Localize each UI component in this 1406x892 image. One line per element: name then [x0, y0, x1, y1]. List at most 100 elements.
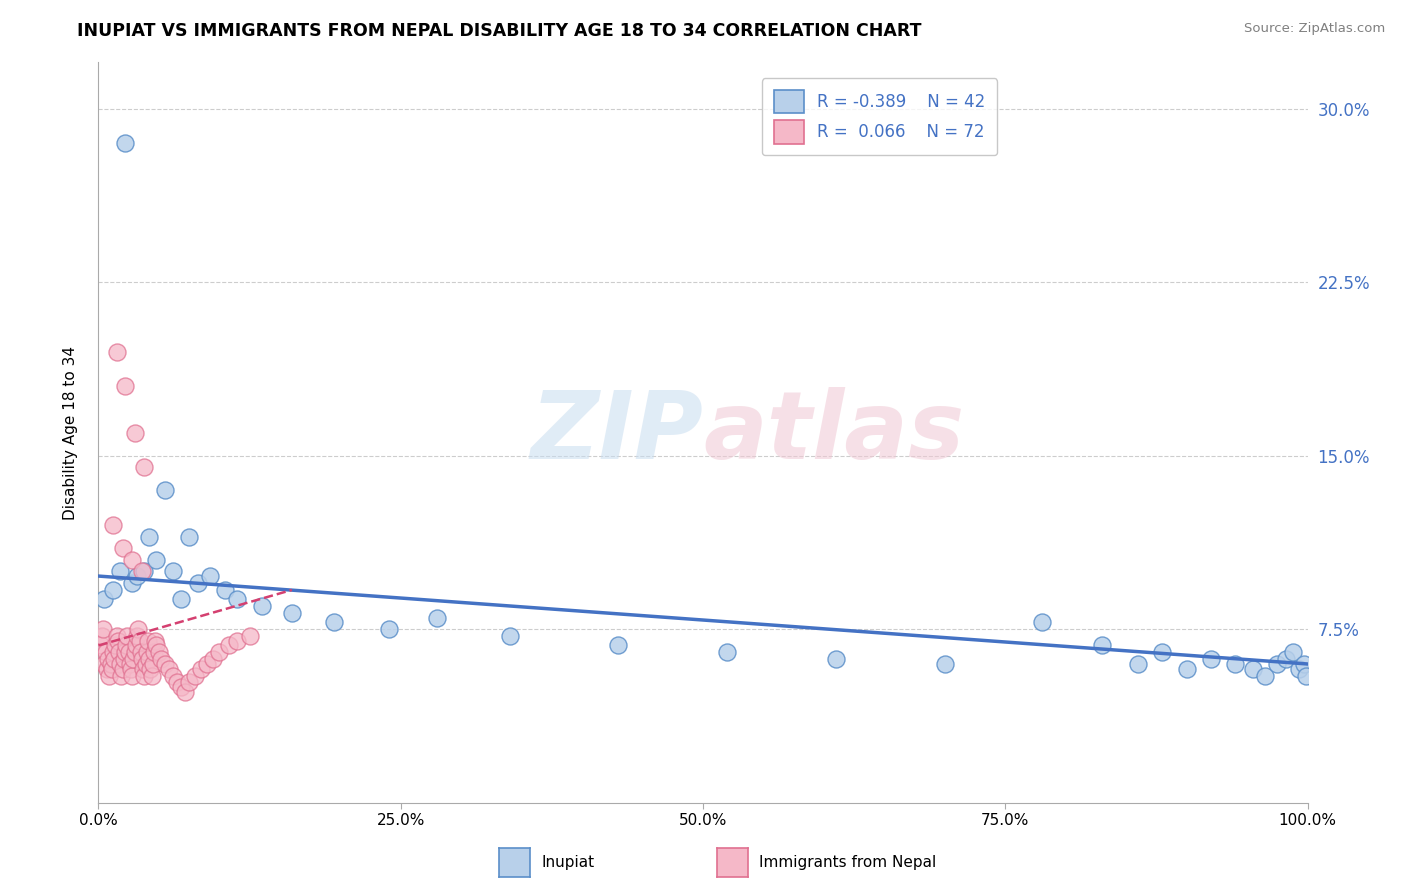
- Point: [169, 680, 191, 694]
- Point: [226, 633, 249, 648]
- Point: [141, 668, 163, 682]
- Text: Immigrants from Nepal: Immigrants from Nepal: [759, 855, 936, 870]
- Point: [190, 662, 212, 676]
- Point: [150, 652, 173, 666]
- Point: [139, 662, 162, 676]
- Point: [1152, 645, 1174, 659]
- Point: [1091, 639, 1114, 653]
- Point: [138, 652, 160, 666]
- Text: Inupiat: Inupiat: [541, 855, 595, 870]
- Point: [138, 530, 160, 544]
- Point: [934, 657, 956, 671]
- Point: [1031, 615, 1053, 630]
- Point: [127, 569, 149, 583]
- Point: [93, 592, 115, 607]
- Point: [716, 645, 738, 659]
- Point: [114, 379, 136, 393]
- Point: [153, 657, 176, 671]
- Point: [1175, 662, 1198, 676]
- Point: [114, 645, 136, 659]
- Point: [122, 652, 145, 666]
- Point: [145, 553, 167, 567]
- Point: [226, 592, 249, 607]
- Point: [129, 645, 152, 659]
- Point: [1275, 652, 1298, 666]
- Point: [174, 685, 197, 699]
- Point: [128, 633, 150, 648]
- Point: [96, 662, 118, 676]
- Point: [195, 657, 218, 671]
- Point: [607, 639, 630, 653]
- Text: ZIP: ZIP: [530, 386, 703, 479]
- Point: [1295, 668, 1317, 682]
- Point: [135, 645, 157, 659]
- Point: [187, 576, 209, 591]
- Point: [101, 582, 124, 597]
- Point: [1241, 662, 1264, 676]
- Point: [98, 668, 121, 682]
- Point: [1223, 657, 1246, 671]
- Point: [143, 645, 166, 659]
- Point: [214, 582, 236, 597]
- Point: [134, 565, 156, 579]
- Point: [1267, 657, 1289, 671]
- Point: [124, 425, 146, 440]
- Point: [108, 565, 131, 579]
- Point: [426, 610, 449, 624]
- Point: [121, 668, 143, 682]
- Point: [124, 645, 146, 659]
- Point: [108, 657, 131, 671]
- Point: [184, 668, 207, 682]
- Point: [91, 629, 114, 643]
- Point: [825, 652, 848, 666]
- Point: [377, 622, 399, 636]
- Point: [1128, 657, 1150, 671]
- Text: INUPIAT VS IMMIGRANTS FROM NEPAL DISABILITY AGE 18 TO 34 CORRELATION CHART: INUPIAT VS IMMIGRANTS FROM NEPAL DISABIL…: [77, 22, 922, 40]
- Point: [118, 645, 141, 659]
- Point: [115, 639, 138, 653]
- Point: [125, 639, 148, 653]
- Point: [103, 652, 125, 666]
- Point: [111, 541, 134, 556]
- Point: [131, 652, 153, 666]
- Y-axis label: Disability Age 18 to 34: Disability Age 18 to 34: [63, 345, 77, 520]
- Point: [127, 629, 149, 643]
- Point: [166, 675, 188, 690]
- Point: [97, 652, 120, 666]
- Point: [111, 662, 134, 676]
- Point: [101, 518, 124, 533]
- Point: [107, 633, 129, 648]
- Point: [208, 645, 231, 659]
- Point: [202, 652, 225, 666]
- Point: [1199, 652, 1222, 666]
- Point: [105, 344, 128, 359]
- Point: [239, 629, 262, 643]
- Point: [134, 668, 156, 682]
- Point: [142, 657, 165, 671]
- Point: [108, 645, 131, 659]
- Point: [112, 652, 135, 666]
- Point: [153, 483, 176, 498]
- Point: [250, 599, 273, 614]
- Point: [498, 629, 520, 643]
- Point: [198, 569, 221, 583]
- Point: [104, 639, 127, 653]
- Point: [162, 668, 184, 682]
- Point: [136, 633, 159, 648]
- Point: [179, 530, 201, 544]
- Point: [145, 639, 167, 653]
- Point: [218, 639, 240, 653]
- Point: [100, 662, 122, 676]
- Point: [110, 668, 132, 682]
- Point: [323, 615, 346, 630]
- Point: [121, 553, 143, 567]
- Point: [1282, 645, 1305, 659]
- Point: [101, 645, 124, 659]
- Point: [162, 565, 184, 579]
- Point: [1292, 657, 1315, 671]
- Point: [100, 657, 122, 671]
- Point: [148, 645, 170, 659]
- Point: [91, 622, 114, 636]
- Point: [132, 662, 155, 676]
- Point: [157, 662, 180, 676]
